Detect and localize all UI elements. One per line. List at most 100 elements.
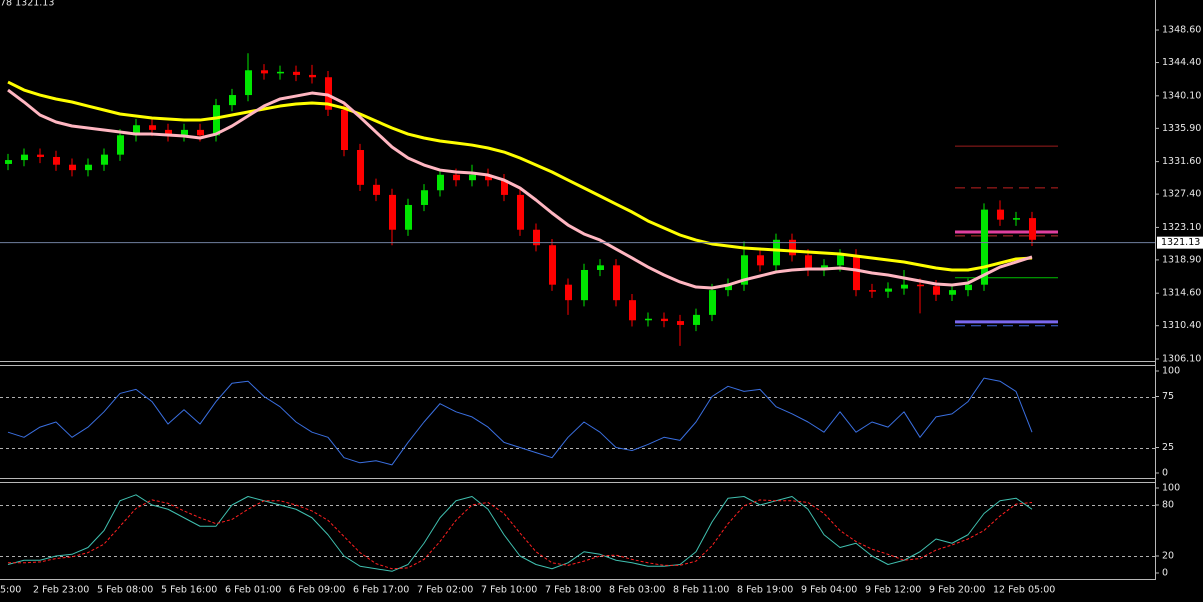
series-line [7, 88, 1033, 290]
candle-body [581, 269, 588, 301]
candle-body [117, 135, 124, 155]
candle-body [645, 318, 652, 321]
x-tick-label: 8 Feb 03:00 [609, 585, 665, 596]
candle-body [501, 180, 508, 195]
x-tick-label: 12 Feb 05:00 [993, 585, 1055, 596]
series-line [7, 377, 1033, 466]
candle-body [773, 239, 780, 266]
x-tick-label: 9 Feb 04:00 [801, 585, 857, 596]
y-tick-label: 1323.10 [1162, 222, 1201, 233]
candle-body [85, 164, 92, 171]
candle-body [149, 125, 156, 130]
candle-body [277, 71, 284, 74]
candle-body [133, 125, 140, 136]
candle-body [21, 154, 28, 161]
series-line [7, 494, 1033, 572]
candle-body [597, 265, 604, 270]
candle-body [53, 156, 60, 165]
candle-body [837, 255, 844, 266]
candle-body [165, 129, 172, 136]
candle-body [245, 70, 252, 96]
candle-body [181, 129, 188, 136]
x-tick-label: 6 Feb 01:00 [225, 585, 281, 596]
x-tick-label: 7 Feb 02:00 [417, 585, 473, 596]
candle-body [613, 265, 620, 301]
y-tick-label: 20 [1162, 551, 1174, 562]
y-tick-label: 1331.60 [1162, 156, 1201, 167]
x-tick-label: 8 Feb 11:00 [673, 585, 729, 596]
y-tick-label: 1306.10 [1162, 353, 1201, 364]
candle-body [101, 154, 108, 165]
y-tick-label: 1335.90 [1162, 123, 1201, 134]
candle-body [1013, 218, 1020, 220]
candle-body [677, 321, 684, 325]
candle-body [5, 160, 12, 164]
candle-body [757, 255, 764, 266]
y-tick-label: 25 [1162, 442, 1174, 453]
candle-body [885, 288, 892, 292]
candle-body [389, 194, 396, 230]
candle-body [981, 209, 988, 285]
candle-body [405, 204, 412, 230]
candle-body [421, 190, 428, 205]
candle-body [213, 105, 220, 136]
panel-borders [0, 0, 1156, 580]
y-tick-label: 1348.60 [1162, 25, 1201, 36]
candle-body [709, 290, 716, 315]
candle-body [69, 164, 76, 171]
last-price-label: 1321.13 [1161, 237, 1200, 248]
last-price-box [1157, 236, 1203, 249]
y-tick-label: 100 [1162, 483, 1180, 494]
candle-body [901, 284, 908, 289]
header: 78 1321.13 [0, 0, 54, 9]
y-tick-label: 1314.60 [1162, 288, 1201, 299]
x-tick-label: 5:00 [0, 585, 21, 596]
candle-body [293, 71, 300, 75]
y-tick-label: 1327.40 [1162, 189, 1201, 200]
y-tick-label: 80 [1162, 500, 1174, 511]
candle-body [725, 284, 732, 291]
x-tick-label: 7 Feb 10:00 [481, 585, 537, 596]
candle-body [437, 174, 444, 191]
candle-body [549, 245, 556, 285]
x-tick-label: 6 Feb 09:00 [289, 585, 345, 596]
candle-body [261, 70, 268, 74]
y-tick-label: 1318.90 [1162, 254, 1201, 265]
x-tick-label: 8 Feb 19:00 [737, 585, 793, 596]
y-tick-label: 0 [1162, 568, 1168, 579]
candle-body [469, 174, 476, 181]
candle-body [37, 154, 44, 157]
candle-body [965, 284, 972, 291]
x-tick-label: 9 Feb 20:00 [929, 585, 985, 596]
y-tick-label: 1344.40 [1162, 57, 1201, 68]
candle-body [933, 286, 940, 295]
candle-body [741, 255, 748, 285]
y-tick-label: 100 [1162, 366, 1180, 377]
candle-body [853, 255, 860, 291]
y-tick-label: 1310.40 [1162, 320, 1201, 331]
candle-body [629, 300, 636, 321]
candle-body [517, 194, 524, 230]
candle-body [485, 174, 492, 181]
candle-body [693, 314, 700, 325]
y-tick-label: 1340.10 [1162, 90, 1201, 101]
candle-body [1029, 218, 1036, 240]
series-line [7, 80, 1033, 272]
x-tick-label: 5 Feb 08:00 [97, 585, 153, 596]
candle-body [805, 255, 812, 270]
candle-body [357, 150, 364, 185]
y-tick-label: 0 [1162, 468, 1168, 479]
candle-body [341, 109, 348, 151]
candle-body [997, 209, 1004, 220]
candle-body [869, 290, 876, 292]
x-tick-label: 7 Feb 18:00 [545, 585, 601, 596]
y-tick-label: 75 [1162, 391, 1174, 402]
candle-body [661, 318, 668, 322]
candle-body [533, 229, 540, 246]
x-tick-label: 5 Feb 16:00 [161, 585, 217, 596]
candle-body [453, 174, 460, 181]
x-tick-label: 2 Feb 23:00 [33, 585, 89, 596]
x-tick-label: 6 Feb 17:00 [353, 585, 409, 596]
